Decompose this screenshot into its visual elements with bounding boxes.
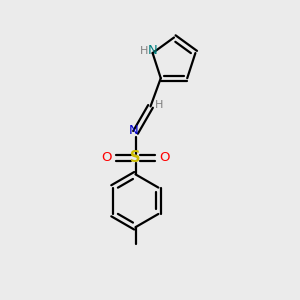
Text: N: N (148, 44, 158, 56)
Text: O: O (101, 152, 112, 164)
Text: S: S (130, 150, 141, 165)
Text: H: H (140, 46, 148, 56)
Text: H: H (155, 100, 163, 110)
Text: O: O (159, 152, 170, 164)
Text: N: N (129, 124, 139, 137)
